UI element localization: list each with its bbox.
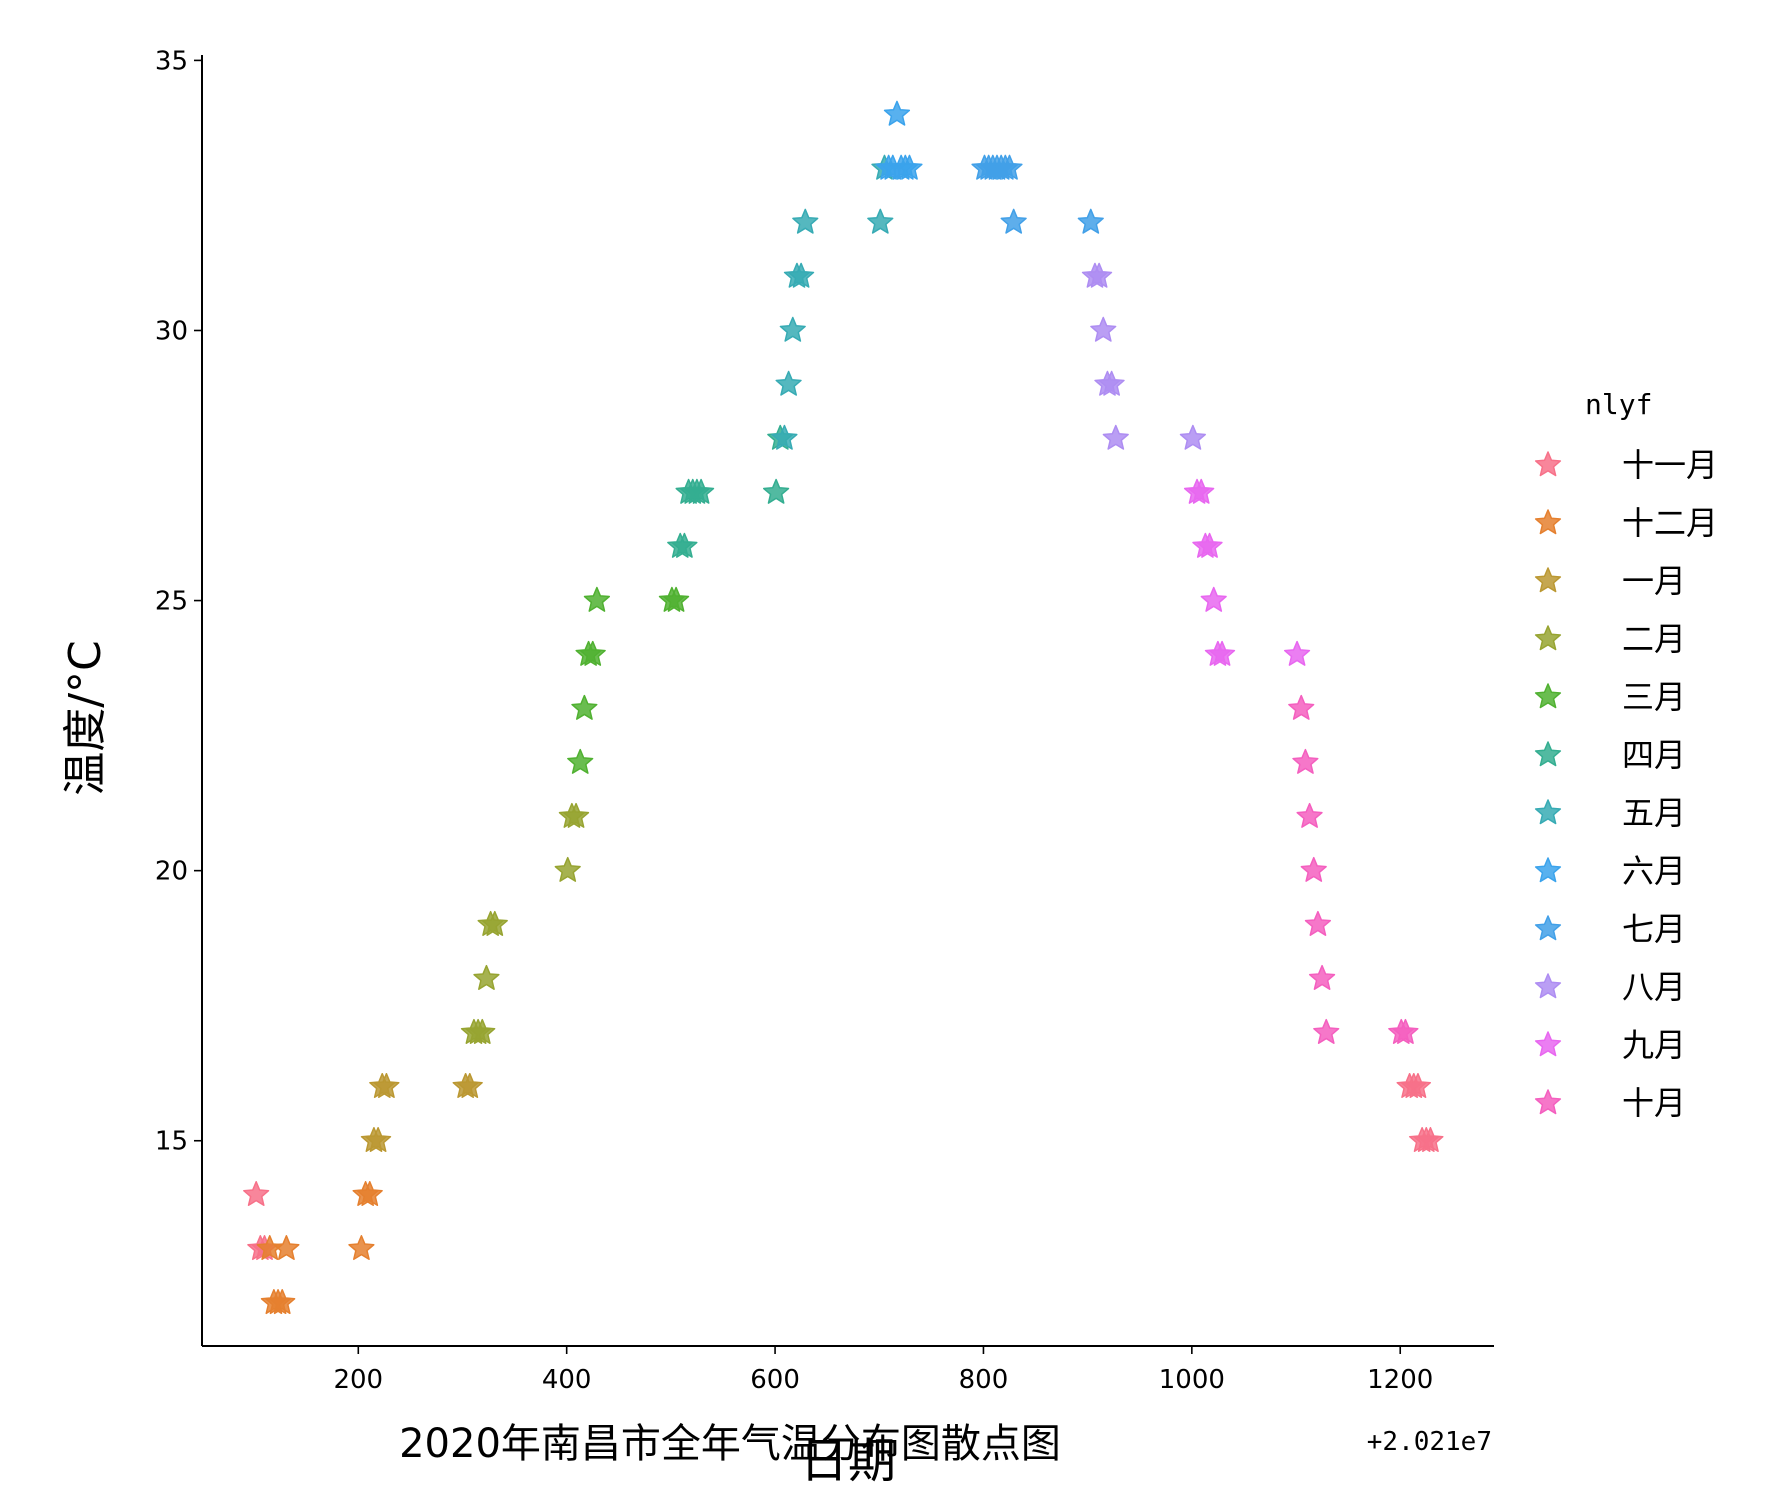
legend-marker (1534, 683, 1562, 709)
legend-marker (1534, 973, 1562, 999)
x-tick-label: 400 (542, 1365, 592, 1395)
data-point (554, 856, 581, 882)
data-point (1085, 262, 1113, 288)
legend-marker (1534, 1089, 1562, 1115)
x-tick-label: 1000 (1159, 1365, 1225, 1395)
data-point (571, 694, 598, 720)
data-point (779, 316, 806, 342)
data-point (775, 370, 802, 396)
data-point (671, 532, 698, 558)
legend-label: 十一月 (1622, 446, 1718, 484)
data-point (687, 478, 715, 504)
data-point (373, 1072, 400, 1098)
legend-label: 二月 (1622, 620, 1686, 658)
data-point (269, 1289, 296, 1315)
data-point (273, 1235, 300, 1261)
data-point (364, 1126, 392, 1152)
data-point (883, 100, 911, 126)
data-point (348, 1235, 375, 1261)
legend-marker (1534, 625, 1562, 651)
data-point (1308, 964, 1336, 990)
legend-label: 一月 (1622, 562, 1686, 600)
data-point (243, 1181, 270, 1207)
data-point (792, 208, 819, 234)
data-point (562, 802, 590, 828)
data-point (1417, 1126, 1444, 1152)
legend-label: 八月 (1622, 968, 1686, 1006)
legend-title: nlyf (1585, 388, 1652, 421)
legend-label: 五月 (1622, 794, 1686, 832)
y-axis-ticks: 15 20 25 30 35 (155, 46, 202, 1157)
y-tick-label: 30 (155, 316, 188, 346)
data-point (1313, 1018, 1340, 1044)
legend-label: 九月 (1622, 1026, 1686, 1064)
data-point (1392, 1018, 1419, 1044)
data-point (1283, 640, 1311, 666)
x-tick-label: 600 (750, 1365, 800, 1395)
legend-label: 四月 (1622, 736, 1686, 774)
data-point (583, 586, 611, 612)
data-point (1288, 694, 1315, 720)
x-tick-label: 200 (333, 1365, 383, 1395)
legend-label: 七月 (1622, 910, 1686, 948)
y-tick-label: 25 (155, 587, 188, 617)
y-tick-label: 35 (155, 46, 188, 76)
data-point (1208, 640, 1236, 666)
data-point (1090, 316, 1117, 342)
x-axis-ticks: 200 400 600 800 1000 1200 (333, 1346, 1433, 1395)
data-point (469, 1018, 496, 1044)
data-point (1292, 748, 1319, 774)
legend-marker (1534, 799, 1562, 825)
data-point (996, 154, 1023, 180)
legend-marker (1534, 741, 1562, 767)
data-point (1200, 586, 1227, 612)
chart-title: 2020年南昌市全年气温分布图散点图 (399, 1421, 1061, 1467)
data-point (662, 586, 690, 612)
data-point (1102, 424, 1129, 450)
data-point (867, 208, 894, 234)
data-point (771, 424, 798, 450)
data-point (1179, 424, 1206, 450)
data-point (1077, 208, 1104, 234)
data-point (473, 964, 500, 990)
x-axis-label: 日期 (800, 1433, 896, 1489)
data-point (1300, 856, 1327, 882)
data-point (1296, 802, 1323, 828)
x-tick-label: 800 (959, 1365, 1009, 1395)
data-point (579, 640, 606, 666)
legend-label: 十二月 (1622, 504, 1718, 542)
legend-marker (1534, 567, 1562, 593)
chart-marks (243, 100, 1444, 1315)
data-point (567, 748, 594, 774)
data-point (1098, 370, 1125, 396)
x-axis-offset-label: +2.021e7 (1367, 1427, 1492, 1457)
legend-marker (1534, 451, 1562, 477)
data-point (1000, 208, 1027, 234)
legend-label: 十月 (1622, 1084, 1686, 1122)
legend-marker (1534, 915, 1562, 941)
data-point (356, 1181, 383, 1207)
data-point (1196, 532, 1223, 558)
legend-marker (1534, 509, 1562, 535)
y-axis-label: 温度/°C (60, 640, 111, 796)
legend-marker (1534, 857, 1562, 883)
y-tick-label: 20 (155, 857, 188, 887)
data-point (456, 1072, 483, 1098)
data-point (788, 262, 815, 288)
data-point (1396, 1072, 1423, 1098)
legend-marker (1534, 1031, 1562, 1057)
legend-label: 三月 (1622, 678, 1686, 716)
data-point (1304, 910, 1332, 936)
legend-label: 六月 (1622, 852, 1686, 890)
data-point (896, 154, 923, 180)
data-point (762, 478, 790, 504)
y-tick-label: 15 (155, 1127, 188, 1157)
data-point (1188, 478, 1215, 504)
data-point (481, 910, 508, 936)
x-tick-label: 1200 (1367, 1365, 1433, 1395)
